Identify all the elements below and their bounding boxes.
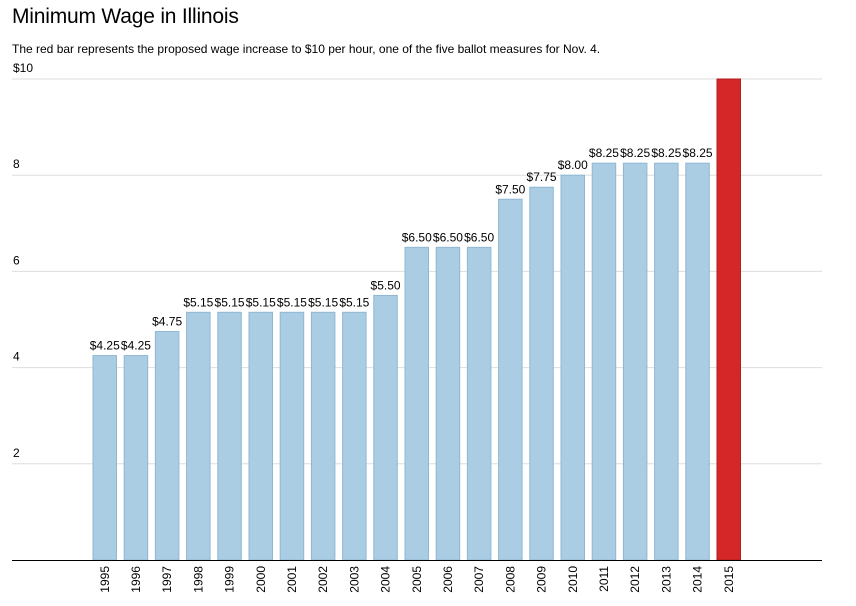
bar <box>498 198 523 561</box>
bar <box>654 162 679 561</box>
chart-title: Minimum Wage in Illinois <box>12 5 239 28</box>
y-tick-label: 8 <box>13 157 20 171</box>
x-tick-label: 2007 <box>472 566 486 593</box>
data-label: $8.00 <box>558 158 588 172</box>
bar <box>591 162 617 561</box>
x-tick-label: 1999 <box>223 566 237 593</box>
data-label: $4.25 <box>90 339 120 353</box>
bar <box>154 331 180 561</box>
bar <box>560 174 585 561</box>
x-tick-label: 2002 <box>316 566 330 593</box>
data-label: $5.15 <box>339 295 369 309</box>
bar <box>310 311 336 561</box>
data-label: $6.50 <box>402 230 432 244</box>
x-tick-label: 2000 <box>254 566 268 593</box>
x-tick-label: 2009 <box>535 566 549 593</box>
y-tick-label: 2 <box>13 446 20 460</box>
data-label: $8.25 <box>589 146 619 160</box>
x-tick-label: 1998 <box>191 566 205 593</box>
x-tick-label: 2013 <box>659 566 673 593</box>
x-tick-label: 2012 <box>628 566 642 593</box>
x-tick-label: 2003 <box>347 566 361 593</box>
x-tick-label: 1996 <box>129 566 143 593</box>
bar <box>186 311 211 561</box>
data-label: $8.25 <box>683 146 713 160</box>
data-label: $5.50 <box>371 278 401 292</box>
x-tick-label: 2014 <box>691 566 705 593</box>
bar <box>685 162 710 561</box>
data-label: $5.15 <box>308 295 338 309</box>
data-label: $6.50 <box>433 230 463 244</box>
highlight-bar <box>716 78 741 561</box>
data-label: $5.15 <box>215 295 245 309</box>
x-tick-label: 2006 <box>441 566 455 593</box>
x-tick-label: 1997 <box>160 566 174 593</box>
bar <box>217 311 242 561</box>
y-tick-label: $10 <box>13 61 33 75</box>
x-tick-label: 2011 <box>597 566 611 592</box>
data-label: $8.25 <box>651 146 681 160</box>
x-tick-label: 2001 <box>285 566 299 593</box>
x-tick-label: 1995 <box>98 566 112 593</box>
bar <box>123 355 149 561</box>
x-tick-label: 2004 <box>379 566 393 593</box>
bar <box>248 311 273 561</box>
chart-subtitle: The red bar represents the proposed wage… <box>12 42 601 56</box>
bar <box>92 355 117 561</box>
data-label: $7.75 <box>527 170 557 184</box>
data-label: $8.25 <box>620 146 650 160</box>
bar <box>279 311 305 561</box>
x-tick-label: 2010 <box>566 566 580 593</box>
x-tick-label: 2015 <box>722 566 736 593</box>
bar <box>529 186 554 561</box>
data-label: $4.25 <box>121 339 151 353</box>
bar <box>466 246 492 561</box>
data-label: $4.75 <box>152 315 182 329</box>
bar <box>404 246 429 561</box>
bar <box>373 294 398 561</box>
bar <box>435 246 461 561</box>
data-label: $5.15 <box>277 295 307 309</box>
x-tick-label: 2005 <box>410 566 424 593</box>
data-label: $7.50 <box>495 182 525 196</box>
x-tick-label: 2008 <box>503 566 517 593</box>
bar <box>342 311 367 561</box>
data-label: $5.15 <box>246 295 276 309</box>
data-label: $6.50 <box>464 230 494 244</box>
y-tick-label: 4 <box>13 350 20 364</box>
bar <box>622 162 648 561</box>
y-tick-label: 6 <box>13 253 20 267</box>
data-label: $5.15 <box>183 295 213 309</box>
